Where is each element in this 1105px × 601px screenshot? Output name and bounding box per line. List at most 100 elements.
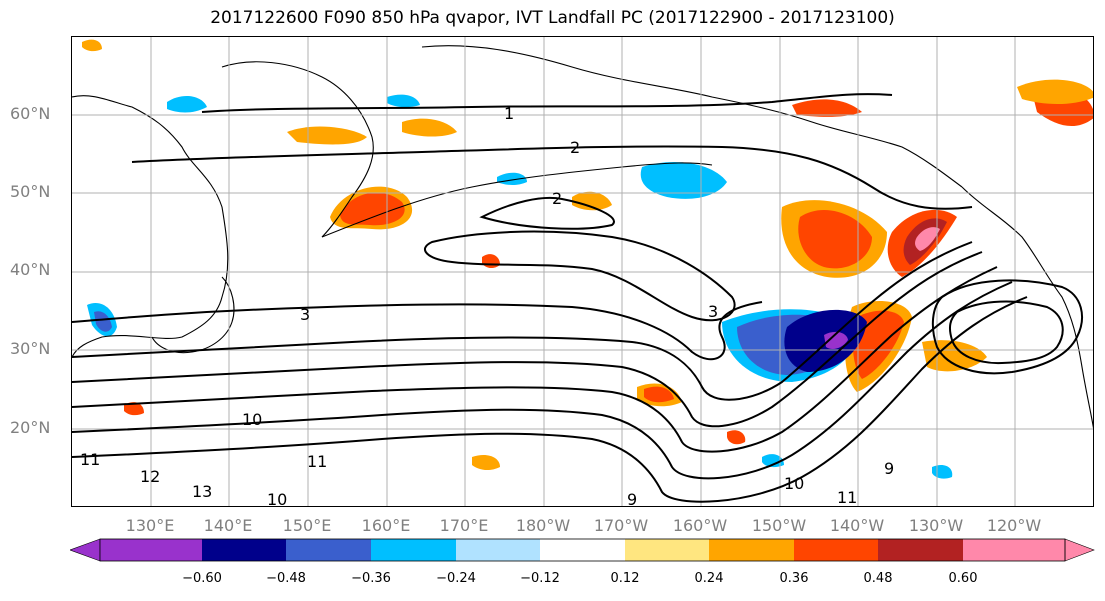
colorbar-bin-10 <box>878 539 963 561</box>
lat-label-50n: 50°N <box>10 182 51 201</box>
anomaly-cyan-south2 <box>932 465 953 479</box>
contour-label-13: 13 <box>192 482 212 501</box>
coast-northamerica <box>961 186 1093 429</box>
anomaly-orange-kamchatka <box>287 126 367 145</box>
contour-label-10c: 10 <box>784 474 804 493</box>
contour-label-11b: 11 <box>307 452 327 471</box>
colorbar-tick-m036: −0.36 <box>351 571 391 586</box>
anomaly-cyan-north-pacific2 <box>387 94 420 108</box>
colorbar-bin-6 <box>540 539 625 561</box>
shaded-anomalies <box>82 39 1093 479</box>
anomaly-blue-japan <box>94 311 112 332</box>
lat-label-40n: 40°N <box>10 260 51 279</box>
contour-label-2a: 2 <box>570 138 580 157</box>
anomaly-orange-midpacific2 <box>572 191 612 211</box>
lon-label-130w: 130°W <box>908 516 964 535</box>
contour-6 <box>72 266 998 453</box>
anomaly-red-gulf-alaska <box>798 209 872 269</box>
contour-label-11c: 11 <box>837 488 857 507</box>
colorbar-tick-012: 0.12 <box>610 571 640 586</box>
contour-east-loop2 <box>948 300 1064 365</box>
lon-label-130e: 130°E <box>125 516 175 535</box>
colorbar-bin-9 <box>794 539 878 561</box>
colorbar-outline <box>99 538 1066 562</box>
contour-label-12: 12 <box>140 467 160 486</box>
anomaly-orange-midpacific <box>482 254 500 269</box>
coast-aleutians <box>321 162 713 238</box>
map-canvas: 1 2 2 3 3 10 11 12 13 10 11 9 10 11 9 <box>72 37 1093 507</box>
anomaly-cyan-north <box>640 162 727 199</box>
anomaly-red-alaska-coast <box>792 99 862 117</box>
anomaly-orange-canada <box>1017 79 1093 104</box>
contour-label-2b: 2 <box>552 189 562 208</box>
lon-label-160e: 160°E <box>361 516 411 535</box>
anomaly-orange-south1 <box>124 402 144 416</box>
contour-label-11a: 11 <box>80 450 100 469</box>
contour-8 <box>72 296 1028 503</box>
lat-label-30n: 30°N <box>10 339 51 358</box>
lon-label-170e: 170°E <box>439 516 489 535</box>
coast-asia <box>72 95 229 358</box>
lon-label-140e: 140°E <box>203 516 253 535</box>
colorbar-tick-m048: −0.48 <box>266 571 306 586</box>
graticule <box>72 37 1093 506</box>
coast-kamchatka <box>221 61 374 238</box>
colorbar-bin-1 <box>100 539 202 561</box>
lat-label-60n: 60°N <box>10 104 51 123</box>
anomaly-purple-center <box>824 331 848 349</box>
contour-labels: 1 2 2 3 3 10 11 12 13 10 11 9 10 11 9 <box>80 104 894 507</box>
anomaly-red-hawaii <box>644 386 674 403</box>
anomaly-orange-northwest <box>82 39 102 52</box>
anomaly-pink-pnw <box>915 227 940 251</box>
lon-label-140w: 140°W <box>829 516 885 535</box>
contour-west-loop <box>424 230 736 322</box>
colorbar-max-arrow <box>1064 538 1095 562</box>
contour-5 <box>72 251 983 428</box>
lon-label-180w: 180°W <box>515 516 571 535</box>
lon-label-120w: 120°W <box>986 516 1042 535</box>
contour-east-loop <box>931 279 1083 375</box>
anomaly-cyan-kuril <box>497 172 527 186</box>
contour-4 <box>72 241 973 401</box>
anomaly-cyan-south <box>762 454 784 468</box>
contour-label-10b: 10 <box>267 490 287 507</box>
colorbar-bin-4 <box>371 539 456 561</box>
coastlines <box>72 45 1093 429</box>
lon-label-150w: 150°W <box>751 516 807 535</box>
map-panel: 1 2 2 3 3 10 11 12 13 10 11 9 10 11 9 <box>71 36 1094 507</box>
colorbar-bin-5 <box>456 539 540 561</box>
colorbar-bin-8 <box>709 539 794 561</box>
anomaly-red-okhotsk <box>340 192 405 226</box>
colorbar-tick-060: 0.60 <box>948 571 978 586</box>
colorbar-bin-3 <box>286 539 371 561</box>
contour-3a <box>72 301 763 361</box>
coast-alaska <box>421 45 963 188</box>
colorbar-tick-m060: −0.60 <box>182 571 222 586</box>
coast-japan <box>151 276 235 354</box>
colorbar-tick-036: 0.36 <box>779 571 809 586</box>
anomaly-cyan-north-pacific <box>167 95 207 113</box>
colorbar-min-arrow <box>70 538 101 562</box>
colorbar-tick-048: 0.48 <box>863 571 893 586</box>
colorbar-bin-2 <box>202 539 286 561</box>
contour-label-9b: 9 <box>884 459 894 478</box>
contour-label-3b: 3 <box>708 302 718 321</box>
ivt-contours <box>72 93 1083 503</box>
colorbar-bin-11 <box>963 539 1065 561</box>
colorbar <box>70 538 1095 562</box>
colorbar-bin-7 <box>625 539 709 561</box>
anomaly-orange-south2 <box>472 455 500 471</box>
contour-label-9a: 9 <box>627 490 637 507</box>
contour-7 <box>72 281 1013 480</box>
contour-label-1: 1 <box>504 104 514 123</box>
lat-label-20n: 20°N <box>10 418 51 437</box>
contour-label-10a: 10 <box>242 410 262 429</box>
anomaly-orange-kamchatka2 <box>402 118 457 137</box>
colorbar-tick-m012: −0.12 <box>520 571 560 586</box>
lon-label-160w: 160°W <box>672 516 728 535</box>
anomaly-orange-south3 <box>727 430 746 445</box>
lon-label-170w: 170°W <box>593 516 649 535</box>
colorbar-tick-024: 0.24 <box>694 571 724 586</box>
lon-label-150e: 150°E <box>282 516 332 535</box>
contour-label-3a: 3 <box>300 305 310 324</box>
